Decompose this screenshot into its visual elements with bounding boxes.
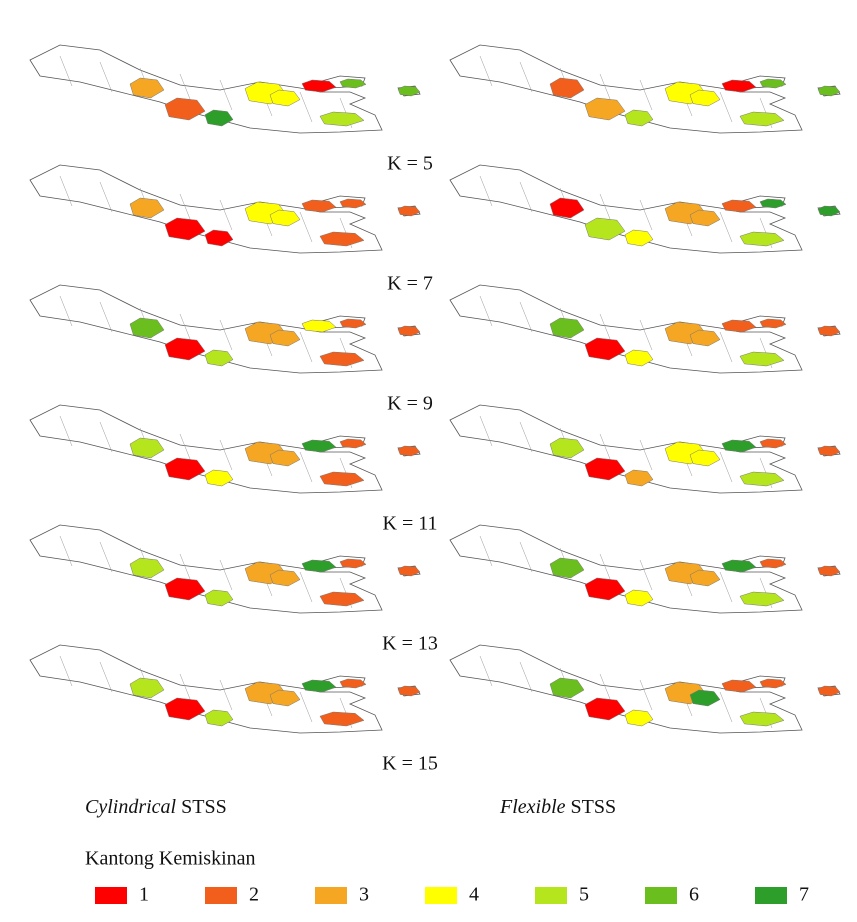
- map-panel: [450, 645, 840, 733]
- legend-label: 5: [579, 884, 589, 906]
- map-panel: [450, 285, 840, 373]
- legend-title: Kantong Kemiskinan: [85, 848, 256, 870]
- legend-label: 3: [359, 884, 369, 906]
- k-label: K = 13: [382, 633, 438, 655]
- map-panel: [30, 525, 420, 613]
- figure: Cylindrical STSS Flexible STSS Kantong K…: [0, 0, 857, 922]
- map-panel: [450, 45, 840, 133]
- column-title: Cylindrical STSS: [85, 796, 227, 818]
- map-panel: [30, 645, 420, 733]
- legend-swatch: [645, 887, 677, 904]
- map-panel: [30, 45, 420, 133]
- legend-swatch: [755, 887, 787, 904]
- legend-swatch: [315, 887, 347, 904]
- map-panel: [450, 165, 840, 253]
- legend-swatch: [425, 887, 457, 904]
- legend-label: 2: [249, 884, 259, 906]
- map-panel: [30, 405, 420, 493]
- legend-swatch: [205, 887, 237, 904]
- k-label: K = 11: [383, 513, 438, 535]
- map-panel: [450, 525, 840, 613]
- legend-label: 6: [689, 884, 699, 906]
- title-rest: STSS: [571, 796, 617, 818]
- map-panel: [30, 165, 420, 253]
- title-italic: Flexible: [499, 796, 566, 818]
- k-label: K = 15: [382, 753, 438, 775]
- map-panel: [30, 285, 420, 373]
- title-italic: Cylindrical: [85, 796, 177, 818]
- k-label: K = 5: [387, 153, 433, 175]
- map-panel: [450, 405, 840, 493]
- legend-label: 4: [469, 884, 479, 906]
- k-label: K = 9: [387, 393, 433, 415]
- legend-label: 7: [799, 884, 809, 906]
- legend-swatch: [535, 887, 567, 904]
- k-label: K = 7: [387, 273, 433, 295]
- title-rest: STSS: [181, 796, 227, 818]
- legend-label: 1: [139, 884, 149, 906]
- legend-swatch: [95, 887, 127, 904]
- column-title: Flexible STSS: [499, 796, 616, 818]
